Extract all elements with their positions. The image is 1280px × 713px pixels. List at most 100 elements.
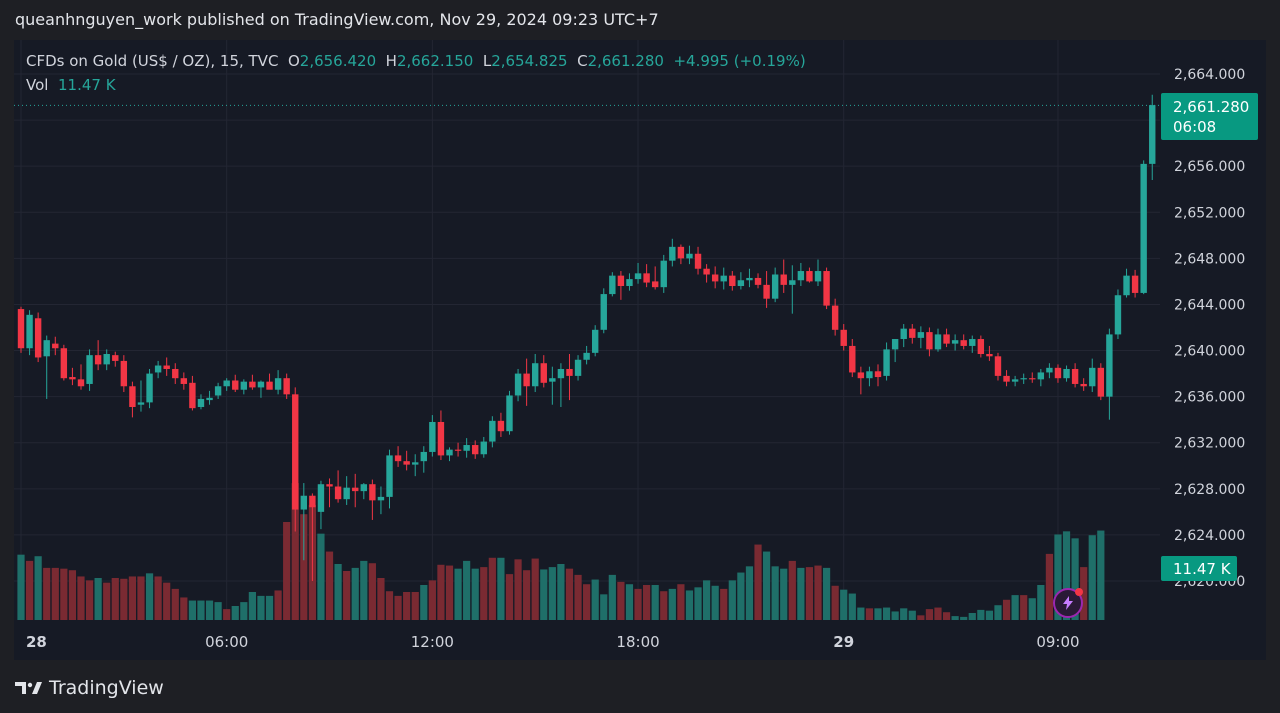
candle-body (52, 343, 59, 349)
volume-bar (360, 560, 368, 620)
high-label: H (385, 52, 397, 70)
y-axis-tick-label: 2,628.000 (1174, 482, 1245, 498)
volume-bar (154, 576, 162, 620)
volume-bar (754, 544, 762, 620)
volume-bar (968, 613, 976, 620)
candle-body (780, 274, 787, 285)
x-axis-tick-label: 09:00 (1036, 633, 1079, 651)
volume-bar (137, 576, 145, 620)
open-label: O (287, 52, 300, 70)
candle-body (651, 281, 659, 288)
y-axis-tick-label: 2,624.000 (1174, 528, 1245, 544)
candle-body (240, 381, 248, 390)
candle-body (1114, 295, 1122, 335)
volume-bar (343, 571, 351, 620)
candle-body (257, 381, 265, 388)
candle-body (1020, 378, 1027, 380)
candle-body (1071, 368, 1079, 384)
volume-bar (703, 580, 711, 620)
candle-body (403, 461, 410, 465)
volume-bar (1062, 531, 1071, 620)
lightning-alert-button[interactable] (1053, 588, 1083, 618)
volume-bar (377, 578, 385, 620)
volume-bar (1097, 530, 1105, 620)
candle-body (694, 253, 702, 269)
candle-body (360, 484, 367, 492)
volume-bar (480, 567, 488, 620)
candle-body (960, 340, 967, 346)
volume-bar (471, 568, 479, 620)
volume-bar (283, 522, 291, 620)
low-value: 2,654.825 (491, 52, 568, 70)
candle-body (232, 380, 239, 390)
close-value: 2,661.280 (587, 52, 664, 70)
volume-bar (685, 590, 694, 620)
volume-bar (368, 563, 376, 620)
volume-bar (788, 560, 796, 620)
candle-body (189, 382, 196, 409)
candle-body (934, 334, 942, 350)
volume-bar (514, 559, 522, 620)
candle-body (172, 368, 179, 379)
volume-bar (625, 584, 634, 620)
volume-bar (1037, 585, 1045, 620)
volume-label: Vol (26, 76, 49, 94)
candle-body (317, 484, 325, 512)
candle-body (814, 271, 822, 282)
volume-bar (214, 602, 222, 620)
candle-body (591, 329, 599, 353)
y-axis-tick-label: 2,652.000 (1174, 205, 1245, 221)
candle-body (292, 394, 299, 510)
tradingview-logo[interactable]: TradingView (15, 677, 164, 699)
candle-body (943, 334, 950, 344)
volume-bar (111, 578, 119, 620)
x-axis-tick-label: 28 (26, 633, 47, 651)
volume-bar (145, 573, 154, 620)
volume-bar (428, 580, 436, 620)
volume-bar (814, 565, 822, 620)
volume-bar (925, 609, 934, 620)
candle-body (249, 381, 256, 388)
volume-bar (557, 564, 565, 620)
x-axis-tick-label: 12:00 (411, 633, 454, 651)
last-price-tag-countdown: 06:08 (1173, 118, 1216, 136)
volume-bar (231, 606, 239, 620)
candle-body (309, 495, 316, 508)
y-axis-tick-label: 2,632.000 (1174, 436, 1245, 452)
candle-body (1011, 379, 1019, 382)
candle-body (300, 495, 308, 510)
candle-body (1029, 378, 1036, 380)
volume-bar (865, 608, 874, 620)
volume-bar (857, 607, 865, 620)
candle-body (197, 398, 205, 408)
volume-bar (531, 558, 539, 620)
candle-body (626, 279, 633, 287)
candle-body (94, 355, 102, 365)
close-label: C (577, 52, 588, 70)
volume-bar (565, 568, 574, 620)
candle-body (737, 280, 745, 287)
y-axis-tick-label: 2,640.000 (1174, 344, 1245, 360)
candle-body (540, 363, 547, 383)
volume-bar (394, 595, 402, 620)
candle-body (600, 294, 607, 330)
candle-body (394, 455, 402, 462)
candle-body (369, 484, 376, 501)
volume-bar (205, 600, 214, 620)
candle-body (1131, 275, 1139, 293)
candle-body (146, 373, 153, 403)
volume-bar (1011, 595, 1019, 620)
volume-bar (660, 591, 668, 620)
candle-body (1106, 334, 1113, 397)
candle-body (746, 277, 753, 281)
y-axis-tick-label: 2,656.000 (1174, 159, 1245, 175)
candle-body (103, 354, 110, 365)
volume-bar (1028, 598, 1036, 620)
candle-body (120, 360, 128, 387)
candle-body (874, 371, 882, 378)
y-axis-tick-label: 2,636.000 (1174, 390, 1245, 406)
candle-body (686, 253, 693, 259)
volume-bar (223, 609, 231, 620)
candle-body (994, 356, 1002, 376)
